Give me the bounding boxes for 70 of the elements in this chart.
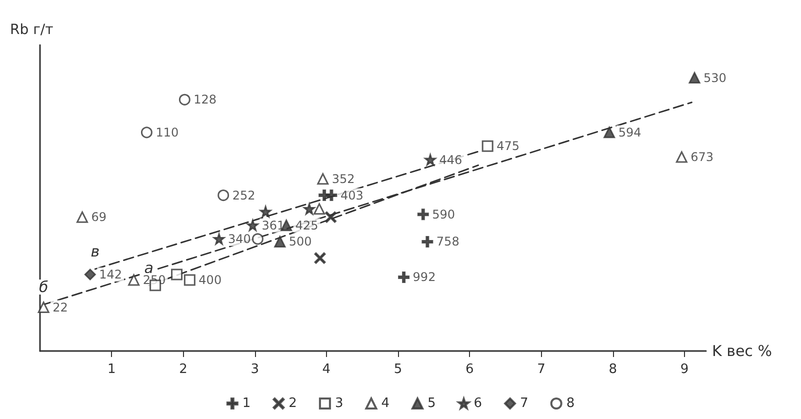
x-tick-label: 2 <box>179 362 188 377</box>
annotation: 475 <box>496 139 520 154</box>
point <box>482 140 494 152</box>
annotation: 250 <box>142 272 166 287</box>
annotation: 22 <box>52 300 68 314</box>
point <box>76 211 88 223</box>
x-tick-label: 7 <box>537 362 546 377</box>
series-label: б <box>38 278 48 296</box>
legend-label: 2 <box>288 396 297 411</box>
annotation: 110 <box>156 125 179 140</box>
point <box>260 206 272 218</box>
annotation: 594 <box>618 125 642 140</box>
point <box>314 252 326 264</box>
point <box>326 190 338 202</box>
annotation: 500 <box>288 234 312 249</box>
x-axis-title: K вес % <box>712 342 772 360</box>
point <box>314 203 326 215</box>
point <box>128 274 140 286</box>
annotation: 400 <box>198 272 222 287</box>
x-tick-label: 9 <box>680 362 689 377</box>
x-tick-label: 4 <box>322 362 331 377</box>
point <box>274 236 286 248</box>
point <box>417 208 429 220</box>
point <box>84 268 96 280</box>
point <box>304 203 316 215</box>
legend-label: 4 <box>381 396 390 411</box>
legend-label: 3 <box>334 396 344 411</box>
point <box>398 271 410 283</box>
legend-label: 8 <box>566 396 575 411</box>
point <box>171 268 183 280</box>
point <box>38 302 50 314</box>
x-tick-label: 5 <box>394 362 402 377</box>
legend-label: 1 <box>242 396 251 411</box>
point <box>325 211 336 223</box>
point <box>317 173 329 185</box>
annotation: 361 <box>262 218 285 232</box>
y-axis-title: Rb г/т <box>10 22 54 38</box>
annotation: 590 <box>432 207 456 222</box>
annotation: 425 <box>295 218 318 232</box>
legend-label: 7 <box>520 396 528 411</box>
x-tick-label: 6 <box>466 362 474 377</box>
point <box>213 233 225 245</box>
point <box>140 126 152 138</box>
point <box>252 233 264 245</box>
annotation: 992 <box>412 270 436 284</box>
annotation: 69 <box>91 210 107 224</box>
annotation: 128 <box>194 92 217 107</box>
legend-label: 6 <box>474 396 482 411</box>
point <box>688 72 700 84</box>
point <box>184 274 196 286</box>
point <box>604 126 616 138</box>
point <box>178 94 190 106</box>
annotation: 340 <box>228 232 251 246</box>
point <box>676 151 688 163</box>
series-label: в <box>90 242 100 261</box>
point <box>422 236 434 248</box>
x-tick-label: 3 <box>250 362 259 377</box>
annotation: 352 <box>332 172 355 186</box>
annotation: 142 <box>99 268 122 282</box>
x-tick-label: 8 <box>608 362 618 377</box>
annotation: 403 <box>340 188 364 202</box>
x-tick-label: 1 <box>107 362 116 377</box>
annotation: 673 <box>690 150 714 164</box>
legend-label: 5 <box>428 396 436 411</box>
annotation: 446 <box>439 152 462 167</box>
annotation: 530 <box>704 70 726 85</box>
point <box>218 190 230 202</box>
point <box>246 220 258 232</box>
annotation: 252 <box>232 188 256 202</box>
annotation: 758 <box>436 234 460 249</box>
